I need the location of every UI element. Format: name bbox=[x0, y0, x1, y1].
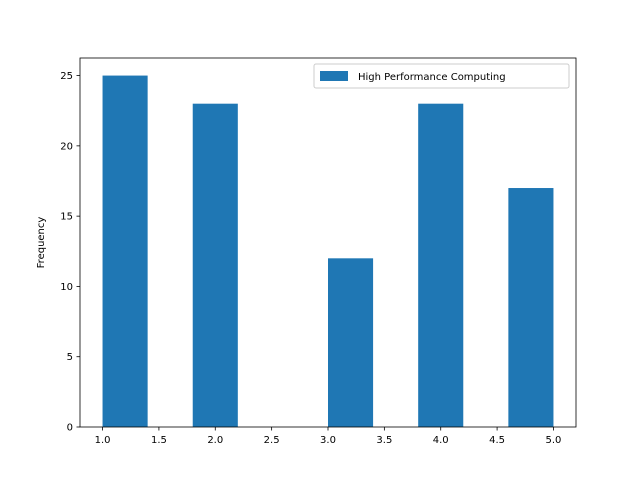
x-tick-label-8: 5.0 bbox=[546, 435, 562, 446]
bars-group bbox=[102, 75, 554, 428]
bar-7 bbox=[418, 103, 464, 427]
x-tick-label-4: 3.0 bbox=[320, 435, 336, 446]
x-tick-label-0: 1.0 bbox=[95, 435, 111, 446]
bar-2 bbox=[192, 103, 238, 427]
y-axis: 0 5 10 15 20 25 bbox=[60, 71, 80, 434]
y-tick-label-4: 20 bbox=[60, 141, 73, 152]
legend-label: High Performance Computing bbox=[358, 72, 506, 83]
bar-5 bbox=[328, 258, 374, 427]
y-tick-label-3: 15 bbox=[60, 212, 73, 223]
bar-9 bbox=[508, 188, 554, 427]
y-tick-label-2: 10 bbox=[60, 282, 73, 293]
y-tick-label-1: 5 bbox=[67, 352, 73, 363]
x-tick-label-1: 1.5 bbox=[151, 435, 167, 446]
bar-0 bbox=[102, 75, 148, 428]
x-axis: 1.0 1.5 2.0 2.5 3.0 3.5 4.0 4.5 5.0 bbox=[95, 427, 562, 446]
x-tick-label-2: 2.0 bbox=[207, 435, 223, 446]
legend: High Performance Computing bbox=[313, 63, 570, 89]
x-tick-label-5: 3.5 bbox=[376, 435, 392, 446]
x-tick-label-7: 4.5 bbox=[489, 435, 505, 446]
legend-box bbox=[313, 63, 570, 89]
x-tick-label-3: 2.5 bbox=[264, 435, 280, 446]
y-axis-label: Frequency bbox=[36, 217, 47, 269]
y-tick-label-0: 0 bbox=[67, 423, 73, 434]
y-tick-label-5: 25 bbox=[60, 71, 73, 82]
x-tick-label-6: 4.0 bbox=[433, 435, 449, 446]
legend-swatch bbox=[320, 71, 348, 81]
